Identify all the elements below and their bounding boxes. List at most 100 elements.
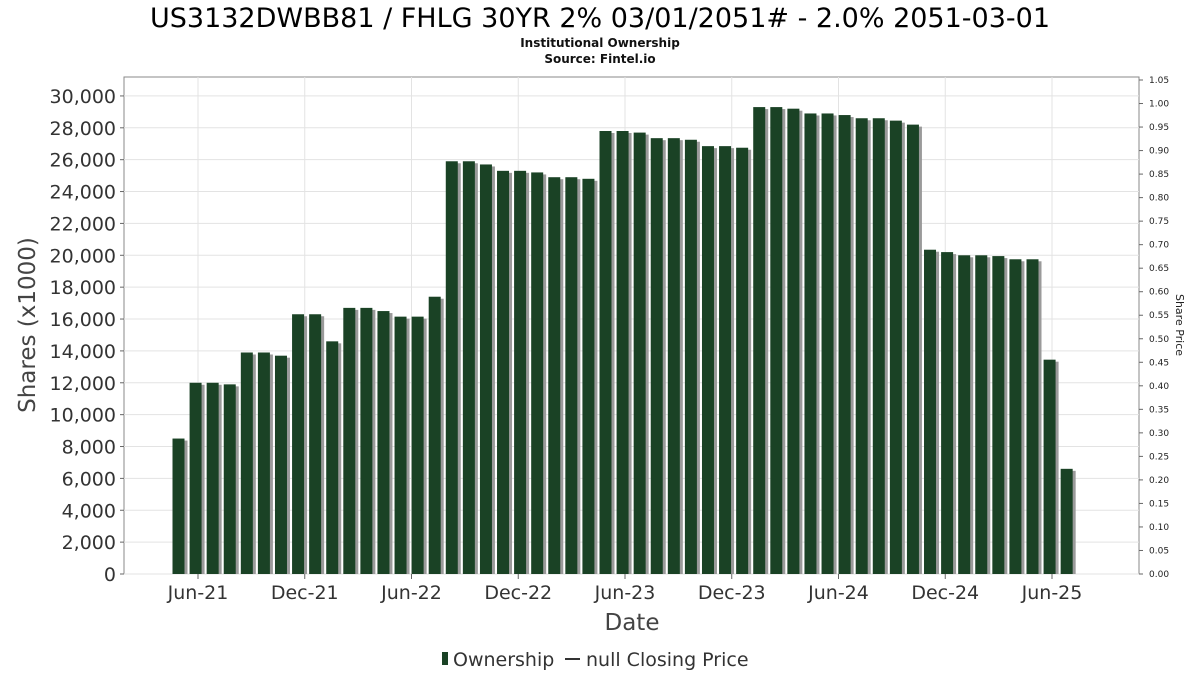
legend: Ownership null Closing Price bbox=[442, 649, 749, 671]
ownership-bar bbox=[667, 138, 680, 574]
x-tick-label: Jun-25 bbox=[1021, 582, 1083, 604]
y-axis-label: Shares (x1000) bbox=[15, 237, 41, 413]
ownership-bar bbox=[1009, 259, 1022, 574]
y-tick-label: 8,000 bbox=[62, 437, 116, 459]
y-tick-label: 6,000 bbox=[62, 468, 116, 490]
ownership-bar bbox=[514, 170, 527, 574]
bars bbox=[172, 107, 1076, 575]
ownership-bar bbox=[992, 256, 1005, 574]
ownership-bar bbox=[428, 296, 441, 574]
ownership-bar bbox=[292, 314, 305, 574]
ownership-bar bbox=[411, 316, 424, 574]
y-tick-label: 22,000 bbox=[50, 213, 116, 235]
y2-tick-label: 0.55 bbox=[1149, 311, 1169, 321]
ownership-bar bbox=[309, 314, 322, 574]
y2-tick-label: 0.85 bbox=[1149, 170, 1169, 180]
y2-tick-label: 0.00 bbox=[1149, 570, 1169, 580]
y2-tick-label: 0.80 bbox=[1149, 194, 1169, 204]
y-tick-label: 18,000 bbox=[50, 277, 116, 299]
x-tick-label: Dec-22 bbox=[484, 582, 552, 604]
ownership-bar bbox=[223, 384, 236, 574]
chart-subtitle-1: Institutional Ownership bbox=[520, 36, 680, 50]
y2-tick-label: 0.45 bbox=[1149, 358, 1169, 368]
ownership-bar bbox=[770, 107, 783, 574]
legend-ownership-swatch bbox=[442, 652, 448, 665]
y2-tick-label: 1.05 bbox=[1149, 76, 1169, 86]
ownership-bar bbox=[736, 147, 749, 574]
ownership-bar bbox=[684, 139, 697, 575]
ownership-bar bbox=[497, 170, 510, 574]
y2-tick-label: 0.60 bbox=[1149, 288, 1169, 298]
ownership-bar bbox=[360, 307, 373, 574]
ownership-bar bbox=[941, 252, 954, 575]
ownership-bar bbox=[975, 255, 988, 574]
ownership-bar bbox=[719, 146, 732, 574]
y-tick-label: 2,000 bbox=[62, 532, 116, 554]
y-tick-label: 30,000 bbox=[50, 86, 116, 108]
ownership-bar bbox=[274, 355, 287, 574]
y2-tick-label: 1.00 bbox=[1149, 100, 1169, 110]
ownership-bar bbox=[240, 352, 253, 574]
legend-price-label: null Closing Price bbox=[586, 649, 749, 671]
ownership-bar bbox=[855, 118, 868, 574]
ownership-bar bbox=[172, 438, 185, 574]
y2-tick-label: 0.05 bbox=[1149, 546, 1169, 556]
ownership-bar bbox=[326, 341, 339, 574]
x-axis-ticks: Jun-21 Dec-21 Jun-22 Dec-22 Jun-23 Dec-23 Jun-… bbox=[167, 574, 1083, 604]
ownership-bar bbox=[633, 132, 646, 574]
ownership-bar bbox=[599, 130, 612, 575]
ownership-bar bbox=[1043, 359, 1056, 574]
x-tick-label: Jun-23 bbox=[594, 582, 656, 604]
y-tick-label: 28,000 bbox=[50, 118, 116, 140]
y2-tick-label: 0.35 bbox=[1149, 405, 1169, 415]
x-tick-label: Jun-24 bbox=[807, 582, 869, 604]
y-tick-label: 20,000 bbox=[50, 245, 116, 267]
ownership-bar bbox=[445, 161, 458, 574]
x-tick-label: Dec-23 bbox=[698, 582, 766, 604]
ownership-bar bbox=[548, 177, 561, 574]
ownership-bar bbox=[616, 130, 629, 575]
y2-tick-label: 0.75 bbox=[1149, 217, 1169, 227]
y-tick-label: 0 bbox=[104, 564, 116, 586]
ownership-bar bbox=[804, 113, 817, 575]
chart-title: US3132DWBB81 / FHLG 30YR 2% 03/01/2051# … bbox=[150, 3, 1050, 34]
ownership-bar bbox=[701, 146, 714, 574]
ownership-bar bbox=[1060, 468, 1073, 574]
ownership-bar bbox=[1026, 259, 1039, 574]
ownership-bar bbox=[377, 311, 390, 574]
ownership-bar bbox=[838, 115, 851, 574]
y2-tick-label: 0.15 bbox=[1149, 499, 1169, 509]
y-tick-label: 12,000 bbox=[50, 373, 116, 395]
y2-axis-label: Share Price bbox=[1173, 294, 1186, 356]
ownership-bar bbox=[565, 177, 578, 574]
ownership-bar bbox=[889, 120, 902, 574]
ownership-bar bbox=[479, 164, 492, 574]
ownership-bar bbox=[872, 118, 885, 574]
ownership-bar bbox=[582, 178, 595, 575]
ownership-bar bbox=[906, 124, 919, 574]
y-axis-ticks: 0 2,000 4,000 6,000 8,000 10,000 12,000 14,000 1… bbox=[50, 86, 124, 586]
y2-tick-label: 0.40 bbox=[1149, 382, 1169, 392]
y2-tick-label: 0.95 bbox=[1149, 123, 1169, 133]
ownership-bar bbox=[924, 249, 937, 575]
legend-ownership-label: Ownership bbox=[453, 649, 554, 671]
ownership-bar bbox=[787, 108, 800, 574]
y2-tick-label: 0.20 bbox=[1149, 476, 1169, 486]
x-tick-label: Dec-21 bbox=[271, 582, 339, 604]
y-tick-label: 14,000 bbox=[50, 341, 116, 363]
chart-subtitle-2: Source: Fintel.io bbox=[544, 52, 655, 66]
y2-tick-label: 0.65 bbox=[1149, 264, 1169, 274]
ownership-bar bbox=[650, 138, 663, 574]
y-tick-label: 24,000 bbox=[50, 182, 116, 204]
x-axis-label: Date bbox=[605, 610, 660, 636]
ownership-bar bbox=[206, 382, 219, 574]
ownership-bar bbox=[958, 255, 971, 574]
ownership-bar bbox=[189, 382, 202, 574]
ownership-bar bbox=[343, 307, 356, 574]
ownership-bar bbox=[821, 113, 834, 575]
ownership-bar bbox=[257, 352, 270, 574]
y2-tick-label: 0.90 bbox=[1149, 147, 1169, 157]
ownership-bar bbox=[753, 107, 766, 574]
y2-tick-label: 0.25 bbox=[1149, 452, 1169, 462]
ownership-bar bbox=[394, 316, 407, 574]
